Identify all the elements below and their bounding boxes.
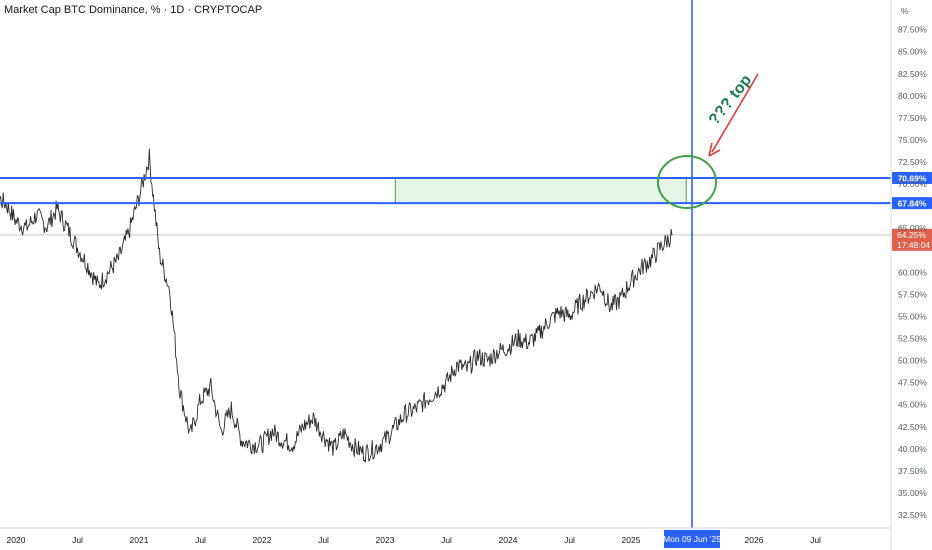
- current-time-label: 17:48:04: [897, 240, 930, 250]
- x-tick-label: 2022: [253, 535, 272, 545]
- x-tick-label: Jul: [195, 535, 206, 545]
- y-tick-label: 87.50%: [898, 25, 927, 35]
- y-tick-label: 77.50%: [898, 113, 927, 123]
- y-tick-label: 45.00%: [898, 400, 927, 410]
- crosshair-date-badge: [664, 530, 720, 548]
- target-zone-rect: [394, 177, 687, 204]
- x-tick-label: Jul: [441, 535, 452, 545]
- y-tick-label: 65.00%: [898, 223, 927, 233]
- current-value-label: 64.25%: [897, 230, 926, 240]
- levels[interactable]: 70.69% 67.84% 64.25%17:48:04: [0, 171, 932, 251]
- y-tick-label: 60.00%: [898, 267, 927, 277]
- annotations: Mon 09 Jun '25??? top: [657, 0, 759, 548]
- y-tick-label: 52.50%: [898, 334, 927, 344]
- y-tick-label: 70.00%: [898, 179, 927, 189]
- y-tick-label: 32.50%: [898, 510, 927, 520]
- x-tick-label: Jul: [810, 535, 821, 545]
- x-tick-label: 2020: [7, 535, 26, 545]
- y-tick-label: 57.50%: [898, 289, 927, 299]
- zone: [394, 177, 687, 204]
- btc-dominance-line: [0, 148, 673, 463]
- y-tick-label: 50.00%: [898, 356, 927, 366]
- x-tick-label: Jul: [72, 535, 83, 545]
- x-tick-label: 2025: [622, 535, 641, 545]
- level-badge-0: [892, 171, 932, 184]
- annotation-arrow-head: [708, 142, 721, 157]
- y-tick-label: 35.00%: [898, 488, 927, 498]
- y-tick-label: 85.00%: [898, 47, 927, 57]
- highlight-circle: [657, 155, 717, 209]
- chart-title: Market Cap BTC Dominance, % · 1D · CRYPT…: [4, 4, 263, 16]
- current-value-badge: [892, 228, 932, 251]
- price-axis-unit: %: [901, 6, 909, 16]
- level-label-0: 70.69%: [898, 173, 927, 183]
- y-tick-label: 72.50%: [898, 157, 927, 167]
- level-label-1: 67.84%: [898, 199, 927, 209]
- x-tick-label: 2024: [499, 535, 518, 545]
- y-tick-label: 82.50%: [898, 69, 927, 79]
- series: [0, 148, 673, 463]
- y-tick-label: 42.50%: [898, 422, 927, 432]
- y-tick-label: 80.00%: [898, 91, 927, 101]
- x-tick-label: 2021: [130, 535, 149, 545]
- crosshair-date-label: Mon 09 Jun '25: [663, 534, 721, 544]
- y-tick-label: 75.00%: [898, 135, 927, 145]
- y-tick-label: 40.00%: [898, 444, 927, 454]
- y-tick-label: 47.50%: [898, 378, 927, 388]
- x-tick-label: 2026: [745, 535, 764, 545]
- level-badge-1: [892, 197, 932, 210]
- annotation-arrow-shaft: [711, 73, 759, 153]
- y-tick-label: 37.50%: [898, 466, 927, 476]
- y-tick-label: 55.00%: [898, 311, 927, 321]
- x-tick-label: Jul: [318, 535, 329, 545]
- x-tick-label: 2023: [376, 535, 395, 545]
- x-tick-label: Jul: [564, 535, 575, 545]
